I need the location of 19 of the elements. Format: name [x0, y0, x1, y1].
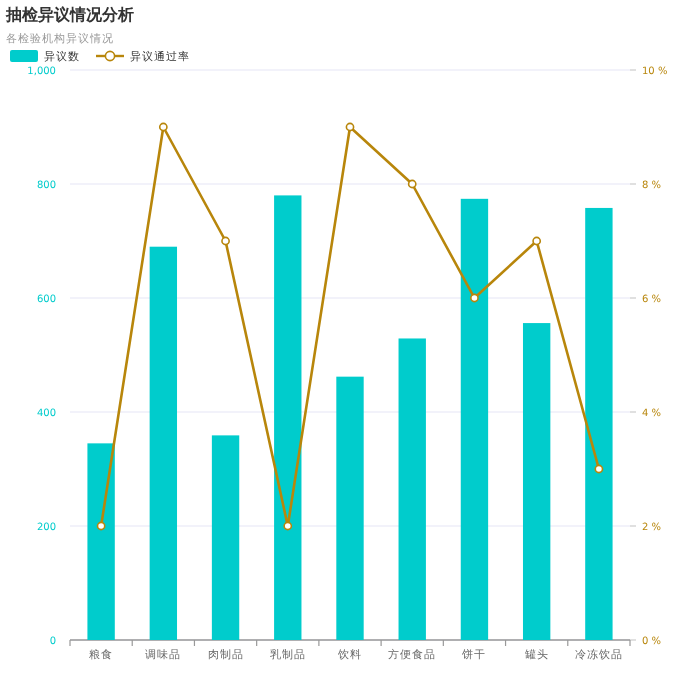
bar — [522, 323, 551, 640]
bar — [87, 443, 115, 640]
point — [158, 122, 168, 132]
point — [221, 236, 230, 246]
bar — [336, 376, 364, 640]
point — [345, 122, 355, 132]
point — [532, 236, 542, 246]
bar — [460, 198, 489, 640]
bar — [149, 246, 178, 640]
bar — [274, 195, 302, 640]
point — [283, 521, 293, 531]
point — [470, 293, 479, 303]
point — [96, 521, 106, 531]
bar — [211, 435, 240, 640]
bar — [398, 338, 426, 640]
point — [594, 464, 604, 474]
bar — [585, 207, 613, 640]
point — [407, 179, 417, 189]
chart-title: 抽检异议情况分析 — [4, 6, 134, 24]
